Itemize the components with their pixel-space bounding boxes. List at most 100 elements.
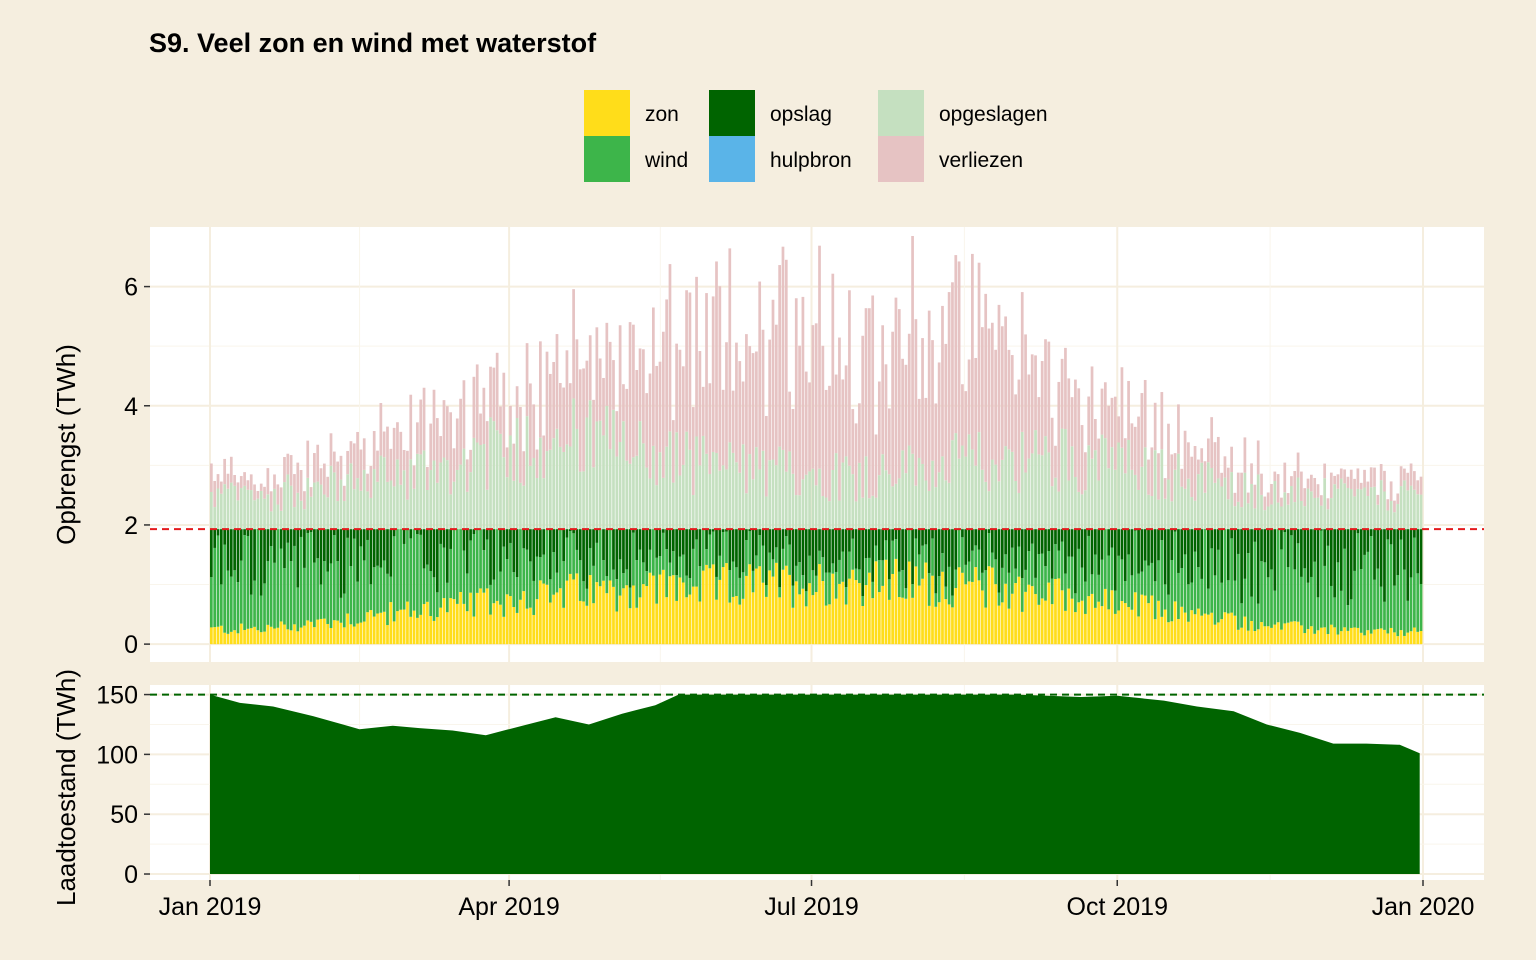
bar-segment-verliezen bbox=[1173, 453, 1177, 470]
bar-segment-zon bbox=[219, 625, 223, 645]
bar-segment-wind bbox=[602, 560, 605, 581]
bar-segment-opslag bbox=[1319, 529, 1323, 531]
bar-segment-wind bbox=[1373, 579, 1376, 630]
bar-segment-zon bbox=[771, 576, 775, 645]
bar-segment-opgeslagen bbox=[1260, 494, 1263, 530]
bar-segment-opslag bbox=[1236, 529, 1240, 554]
bar-segment-wind bbox=[645, 571, 649, 587]
bar-segment-opslag bbox=[263, 529, 266, 584]
bar-segment-wind bbox=[1293, 569, 1297, 622]
bar-segment-opslag bbox=[243, 529, 246, 536]
bar-segment-verliezen bbox=[1413, 471, 1416, 490]
bar-segment-zon bbox=[1326, 633, 1330, 645]
bar-segment-opgeslagen bbox=[213, 507, 217, 530]
bar-segment-wind bbox=[1070, 556, 1074, 599]
bar-segment-verliezen bbox=[695, 276, 698, 437]
bar-segment-verliezen bbox=[874, 434, 878, 498]
bar-segment-verliezen bbox=[705, 293, 708, 454]
bar-segment-opgeslagen bbox=[781, 449, 785, 530]
bar-segment-verliezen bbox=[452, 448, 456, 482]
bar-segment-zon bbox=[396, 611, 399, 645]
bar-segment-zon bbox=[1226, 613, 1230, 645]
bar-segment-opgeslagen bbox=[372, 469, 376, 530]
bar-segment-opslag bbox=[485, 529, 489, 540]
bar-segment-verliezen bbox=[1137, 416, 1140, 490]
bar-segment-verliezen bbox=[332, 451, 336, 473]
bar-segment-wind bbox=[1173, 531, 1177, 602]
bar-segment-opgeslagen bbox=[555, 428, 559, 530]
bar-segment-opgeslagen bbox=[1057, 491, 1061, 530]
bar-segment-wind bbox=[1163, 584, 1167, 610]
bar-segment-wind bbox=[1080, 567, 1084, 601]
bar-segment-zon bbox=[582, 601, 585, 645]
bar-segment-opslag bbox=[256, 529, 260, 530]
bar-segment-zon bbox=[352, 626, 356, 645]
bar-segment-opgeslagen bbox=[648, 478, 652, 530]
bar-segment-verliezen bbox=[1319, 495, 1323, 506]
bar-segment-verliezen bbox=[419, 399, 423, 455]
bar-segment-zon bbox=[263, 631, 266, 645]
bar-segment-opgeslagen bbox=[1137, 489, 1140, 530]
bar-segment-wind bbox=[509, 542, 512, 597]
bar-segment-wind bbox=[1313, 561, 1317, 634]
bar-segment-verliezen bbox=[1353, 478, 1356, 497]
bar-segment-verliezen bbox=[216, 474, 220, 489]
bar-segment-opslag bbox=[489, 529, 492, 585]
bar-segment-wind bbox=[851, 538, 855, 570]
bar-segment-zon bbox=[1153, 619, 1157, 645]
bar-segment-opgeslagen bbox=[848, 465, 851, 530]
bar-segment-verliezen bbox=[515, 386, 519, 419]
bar-segment-opgeslagen bbox=[313, 482, 316, 530]
bar-segment-zon bbox=[1004, 583, 1007, 645]
bar-segment-verliezen bbox=[1323, 463, 1327, 479]
bar-segment-opgeslagen bbox=[990, 459, 994, 530]
bar-segment-wind bbox=[522, 548, 526, 592]
bar-segment-wind bbox=[1004, 554, 1007, 584]
bar-segment-opgeslagen bbox=[937, 472, 941, 530]
bar-segment-opslag bbox=[997, 529, 1001, 593]
bar-segment-wind bbox=[1007, 572, 1011, 609]
bar-segment-opslag bbox=[585, 529, 589, 589]
bar-segment-opgeslagen bbox=[1004, 446, 1007, 530]
bar-segment-opgeslagen bbox=[263, 498, 266, 530]
bar-segment-verliezen bbox=[1236, 472, 1240, 502]
bar-segment-opslag bbox=[1396, 529, 1400, 576]
bar-segment-opslag bbox=[764, 529, 768, 586]
bar-segment-wind bbox=[1353, 570, 1356, 628]
bar-segment-opgeslagen bbox=[705, 453, 708, 530]
bar-segment-zon bbox=[1419, 631, 1423, 645]
bar-segment-wind bbox=[977, 549, 981, 581]
bar-segment-verliezen bbox=[901, 358, 904, 451]
bar-segment-verliezen bbox=[711, 296, 715, 452]
bar-segment-opgeslagen bbox=[1303, 506, 1307, 530]
bar-segment-opgeslagen bbox=[911, 453, 914, 530]
bar-segment-opslag bbox=[1280, 529, 1283, 550]
bar-segment-opslag bbox=[851, 529, 855, 539]
bar-segment-verliezen bbox=[884, 364, 888, 471]
bar-segment-opgeslagen bbox=[1177, 453, 1180, 530]
bar-segment-verliezen bbox=[529, 383, 532, 466]
bar-segment-zon bbox=[402, 609, 406, 645]
bar-segment-zon bbox=[622, 588, 625, 645]
bar-segment-opslag bbox=[1356, 529, 1360, 534]
bar-segment-verliezen bbox=[1040, 361, 1044, 456]
bar-segment-verliezen bbox=[854, 423, 858, 502]
bar-segment-wind bbox=[366, 539, 369, 613]
bar-segment-zon bbox=[1190, 610, 1194, 645]
bar-segment-opslag bbox=[961, 529, 964, 538]
bar-segment-opslag bbox=[987, 529, 991, 534]
bar-segment-verliezen bbox=[622, 384, 625, 422]
bar-segment-verliezen bbox=[635, 370, 639, 456]
bar-segment-opgeslagen bbox=[605, 405, 609, 530]
bar-segment-verliezen bbox=[226, 473, 230, 489]
bar-segment-opslag bbox=[1100, 529, 1104, 560]
bar-segment-wind bbox=[1333, 597, 1336, 628]
bar-segment-opslag bbox=[974, 529, 978, 546]
bar-segment-zon bbox=[595, 582, 599, 645]
bar-segment-wind bbox=[1117, 555, 1120, 611]
bar-segment-opslag bbox=[858, 529, 861, 570]
bar-segment-opgeslagen bbox=[828, 501, 831, 530]
bar-segment-verliezen bbox=[917, 398, 921, 458]
bar-segment-verliezen bbox=[505, 447, 509, 478]
bar-segment-opgeslagen bbox=[462, 448, 466, 530]
